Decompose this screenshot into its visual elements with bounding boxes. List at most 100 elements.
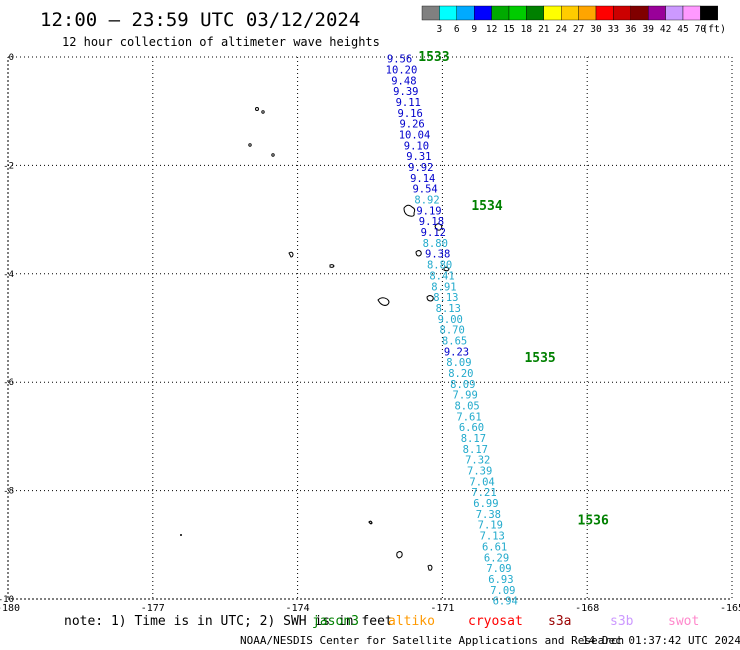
time-label: 1533 <box>418 50 449 65</box>
y-tick-label: -6 <box>3 378 14 388</box>
island-shape <box>255 107 259 111</box>
color-swatch <box>456 5 475 21</box>
wave-height-label: 9.11 <box>396 97 421 109</box>
x-tick-label: -177 <box>141 603 165 614</box>
wave-height-label: 7.99 <box>453 390 478 402</box>
wave-height-label: 8.09 <box>450 379 475 391</box>
wave-height-label: 8.05 <box>454 401 479 413</box>
color-legend-label: 15 <box>503 24 514 35</box>
satellite-legend-item: s3a <box>548 614 571 629</box>
color-legend-labels: 3 6 9 12 15 18 21 24 27 30 33 36 39 42 45 70 <box>437 24 707 35</box>
color-legend-label: 39 <box>642 24 654 35</box>
wave-height-label: 8.20 <box>448 368 473 380</box>
island-shape <box>180 534 182 536</box>
footnote: note: 1) Time is in UTC; 2) SWH is in fe… <box>64 614 393 629</box>
y-tick-label: -2 <box>3 161 14 171</box>
wave-height-label: 8.13 <box>433 292 458 304</box>
x-tick-label: -168 <box>575 603 599 614</box>
color-legend-label: 24 <box>555 24 567 35</box>
color-legend <box>421 5 719 21</box>
wave-height-label: 9.31 <box>406 151 431 163</box>
wave-height-label: 9.54 <box>412 184 437 196</box>
color-legend-label: 3 <box>437 24 443 35</box>
island-shape <box>261 110 265 114</box>
color-swatch <box>561 5 579 21</box>
island-shape <box>426 295 434 302</box>
wave-height-label: 7.61 <box>456 411 481 423</box>
wave-height-label: 9.56 <box>387 54 412 66</box>
wave-height-label: 7.32 <box>465 455 490 467</box>
y-tick-label: -10 <box>0 595 14 605</box>
wave-height-label: 8.09 <box>446 357 471 369</box>
wave-height-label: 10.04 <box>399 130 431 142</box>
time-label: 1535 <box>524 351 555 366</box>
wave-height-label: 6.61 <box>482 541 507 553</box>
wave-height-label: 8.80 <box>427 260 452 272</box>
wave-height-label: 9.23 <box>444 346 469 358</box>
wave-height-label: 9.39 <box>393 86 418 98</box>
island-shape <box>427 564 433 571</box>
island-shape <box>288 251 294 258</box>
y-tick-label: -8 <box>3 487 14 497</box>
color-legend-label: 30 <box>590 24 602 35</box>
island-shape <box>377 297 390 306</box>
wave-height-label: 8.70 <box>440 325 465 337</box>
wave-height-label: 6.94 <box>493 596 518 608</box>
wave-height-label: 7.19 <box>478 520 503 532</box>
island-shape <box>415 250 422 257</box>
satellite-legend-item: s3b <box>610 614 634 629</box>
wave-height-label: 10.20 <box>386 64 418 76</box>
color-swatch <box>474 5 492 21</box>
color-swatch <box>491 5 510 21</box>
satellite-legend-item: swot <box>668 614 699 629</box>
color-legend-label: 27 <box>573 24 584 35</box>
wave-height-label: 9.26 <box>399 119 424 131</box>
color-legend-label: 21 <box>538 24 550 35</box>
wave-height-label: 8.92 <box>414 195 439 207</box>
time-label: 1534 <box>471 199 502 214</box>
x-tick-label: -180 <box>0 603 20 614</box>
island-shape <box>329 264 335 268</box>
wave-height-label: 9.12 <box>421 227 446 239</box>
satellite-legend: jason3 altiko cryosat s3a s3b swot <box>312 614 699 629</box>
credit-line: NOAA/NESDIS Center for Satellite Applica… <box>240 634 624 647</box>
wave-height-label: 6.60 <box>459 422 484 434</box>
wave-height-label: 9.38 <box>425 249 450 261</box>
wave-height-label: 7.21 <box>471 487 496 499</box>
wave-height-label: 6.29 <box>484 552 509 564</box>
color-swatch <box>682 5 701 21</box>
y-tick-label: 0 <box>9 53 14 63</box>
island-shape <box>443 266 450 272</box>
x-tick-label: -174 <box>286 603 310 614</box>
color-legend-label: 70 <box>695 24 707 35</box>
plot-grid <box>7 56 733 600</box>
satellite-legend-item: jason3 <box>312 614 359 629</box>
island-shape <box>368 520 373 525</box>
chart-title: 12:00 – 23:59 UTC 03/12/2024 <box>40 9 360 31</box>
color-legend-label: 6 <box>454 24 460 35</box>
y-tick-label: -4 <box>3 270 14 280</box>
color-swatch <box>595 5 614 21</box>
time-label: 1536 <box>578 513 609 528</box>
color-legend-label: 36 <box>625 24 637 35</box>
x-tick-label: -171 <box>430 603 454 614</box>
time-labels: 1533 1534 1535 1536 <box>418 50 609 528</box>
wave-height-label: 9.19 <box>416 205 441 217</box>
wave-height-label: 7.38 <box>476 509 501 521</box>
color-swatch <box>613 5 632 21</box>
wave-height-label: 7.39 <box>467 466 492 478</box>
wave-height-label: 9.10 <box>404 140 429 152</box>
chart-subtitle: 12 hour collection of altimeter wave hei… <box>62 35 380 49</box>
island-shape <box>403 204 416 217</box>
wave-height-label: 8.13 <box>436 303 461 315</box>
wave-height-label: 9.92 <box>408 162 433 174</box>
color-swatch <box>648 5 666 21</box>
y-axis-ticks: 0 -2 -4 -6 -8 -10 <box>0 53 14 605</box>
wave-height-label: 8.17 <box>463 444 488 456</box>
color-swatch <box>543 5 562 21</box>
color-swatch <box>578 5 597 21</box>
satellite-legend-item: altiko <box>388 614 435 629</box>
wave-height-label: 6.99 <box>473 498 498 510</box>
island-shape <box>271 153 275 157</box>
island-shape <box>434 223 443 231</box>
